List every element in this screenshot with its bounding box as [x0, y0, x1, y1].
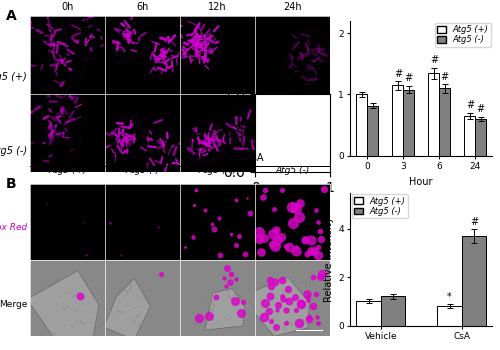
Text: Vehicle: Vehicle	[88, 153, 122, 163]
Legend: Atg5 (+), Atg5 (-): Atg5 (+), Atg5 (-)	[435, 23, 491, 47]
Bar	[356, 94, 368, 156]
Text: Atg5 (-): Atg5 (-)	[126, 166, 160, 175]
Bar	[439, 88, 450, 156]
Text: #: #	[476, 104, 484, 114]
Bar	[392, 85, 404, 156]
Text: #: #	[430, 55, 438, 65]
Text: #: #	[440, 72, 448, 82]
Legend: Atg5 (+), Atg5 (-): Atg5 (+), Atg5 (-)	[352, 194, 408, 218]
Text: *: *	[447, 292, 452, 302]
Bar	[438, 306, 462, 326]
Text: 24h: 24h	[283, 2, 302, 12]
Bar	[464, 116, 475, 156]
Text: 0h: 0h	[62, 2, 74, 12]
Text: Atg5 (+): Atg5 (+)	[198, 166, 237, 175]
Polygon shape	[104, 278, 150, 340]
Text: Atg5 (-): Atg5 (-)	[276, 166, 310, 175]
Polygon shape	[205, 289, 244, 330]
Text: 12h: 12h	[208, 2, 227, 12]
Bar	[475, 119, 486, 156]
Y-axis label: Relative intensity: Relative intensity	[324, 216, 334, 302]
Text: Merge: Merge	[0, 300, 28, 309]
Text: CsA: CsA	[246, 153, 264, 163]
Text: 6h: 6h	[136, 2, 148, 12]
Polygon shape	[240, 277, 309, 336]
Text: A: A	[6, 9, 17, 23]
Text: Atg5 (+): Atg5 (+)	[48, 166, 87, 175]
Bar	[368, 106, 378, 156]
Bar	[428, 73, 439, 156]
Text: #: #	[404, 74, 412, 83]
Text: MitoSox Red: MitoSox Red	[0, 223, 28, 232]
Text: #: #	[466, 100, 474, 111]
X-axis label: Hour: Hour	[410, 176, 433, 187]
Bar	[381, 296, 405, 326]
Text: #: #	[470, 217, 478, 227]
Text: Atg5 (+): Atg5 (+)	[0, 72, 28, 82]
Text: Atg5 (-): Atg5 (-)	[0, 146, 28, 155]
Text: #: #	[394, 69, 402, 78]
Bar	[356, 301, 381, 326]
Bar	[404, 90, 414, 156]
Polygon shape	[27, 271, 99, 343]
Bar	[462, 236, 486, 326]
Text: B: B	[6, 177, 16, 191]
